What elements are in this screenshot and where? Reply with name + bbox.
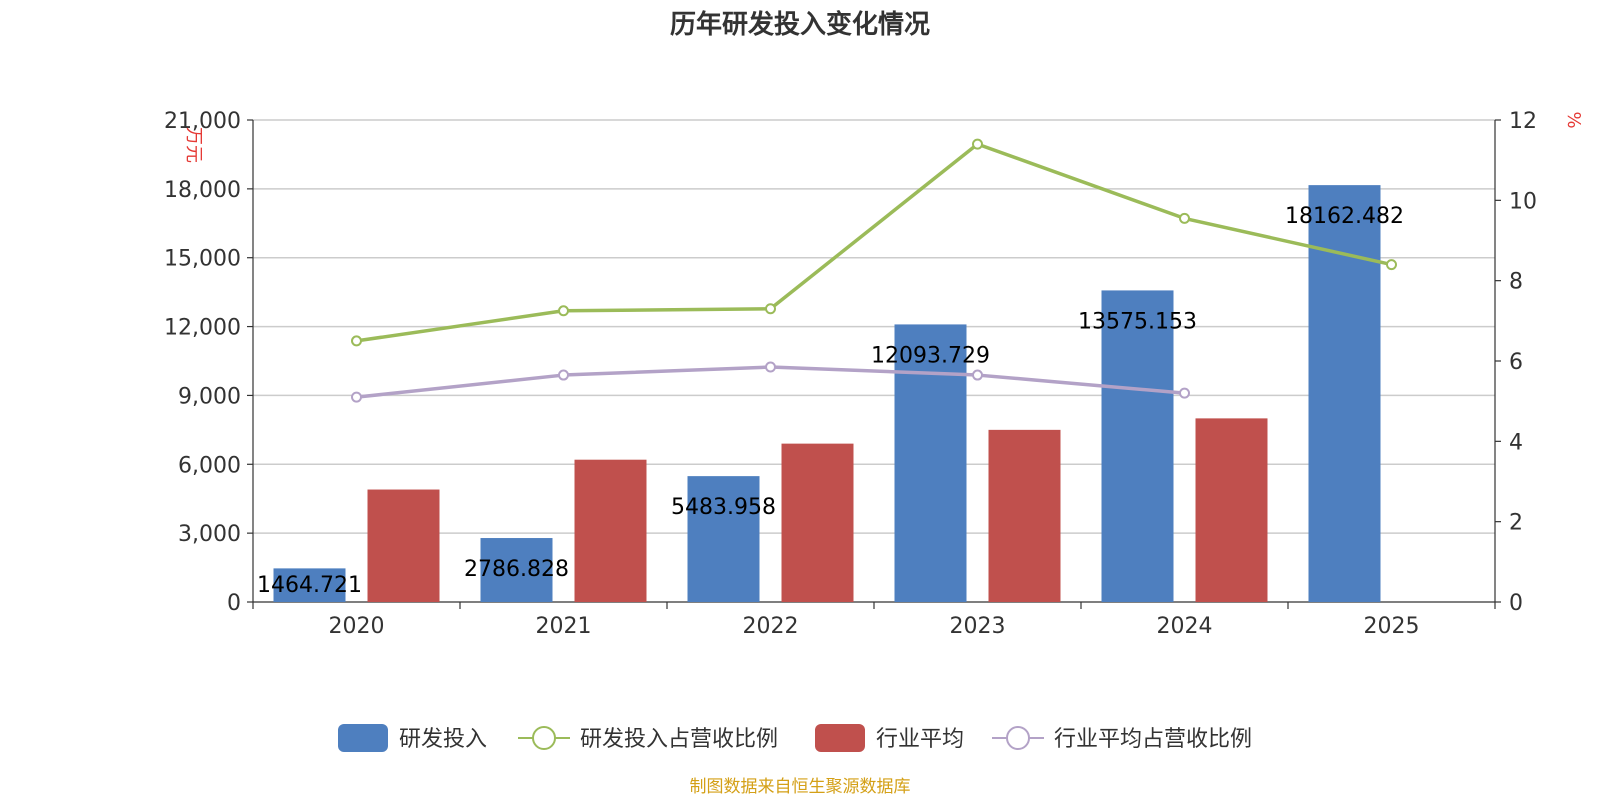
legend-swatch bbox=[815, 724, 865, 752]
x-tick-label: 2020 bbox=[329, 614, 385, 639]
right-tick-label: 2 bbox=[1509, 511, 1523, 536]
left-tick-label: 15,000 bbox=[164, 247, 241, 272]
series-point bbox=[1386, 259, 1397, 271]
series-point bbox=[351, 391, 362, 403]
left-tick-label: 0 bbox=[227, 591, 241, 616]
chart-title: 历年研发投入变化情况 bbox=[670, 9, 930, 40]
series-point bbox=[1179, 212, 1190, 224]
left-axis-unit: 万元 bbox=[183, 127, 204, 163]
bar-value-label: 18162.482 bbox=[1285, 204, 1404, 229]
bar-value-label: 13575.153 bbox=[1078, 309, 1197, 334]
series-point bbox=[765, 361, 776, 373]
source-note: 制图数据来自恒生聚源数据库 bbox=[690, 777, 911, 797]
legend-label: 研发投入占营收比例 bbox=[580, 727, 778, 752]
left-tick-label: 3,000 bbox=[178, 522, 241, 547]
bar-value-label: 12093.729 bbox=[871, 343, 990, 368]
x-tick-label: 2023 bbox=[950, 614, 1006, 639]
series-line-rd-ratio bbox=[356, 142, 1392, 343]
bar-rd-investment bbox=[1101, 290, 1174, 602]
x-tick-label: 2021 bbox=[536, 614, 592, 639]
legend: 研发投入 研发投入占营收比例 行业平均 行业平均占营收比例 bbox=[338, 724, 1252, 752]
left-tick-label: 9,000 bbox=[178, 384, 241, 409]
left-tick-label: 6,000 bbox=[178, 453, 241, 478]
right-axis-unit: % bbox=[1563, 111, 1584, 128]
bar-value-label: 1464.721 bbox=[257, 573, 362, 598]
right-tick-label: 8 bbox=[1509, 270, 1523, 295]
legend-label: 行业平均占营收比例 bbox=[1054, 727, 1252, 752]
bar-industry-average bbox=[367, 489, 440, 602]
right-tick-label: 12 bbox=[1509, 109, 1537, 134]
data-labels: 1464.721 2786.828 5483.958 12093.729 13575.1… bbox=[257, 204, 1404, 598]
right-tick-label: 0 bbox=[1509, 591, 1523, 616]
legend-swatch bbox=[338, 724, 388, 752]
right-tick-label: 10 bbox=[1509, 189, 1537, 214]
series-point bbox=[972, 369, 983, 381]
right-tick-label: 4 bbox=[1509, 430, 1523, 455]
x-tick-label: 2024 bbox=[1157, 614, 1213, 639]
legend-item: 行业平均占营收比例 bbox=[992, 726, 1252, 752]
series-point bbox=[351, 335, 362, 347]
series-point bbox=[558, 369, 569, 381]
bar-value-label: 5483.958 bbox=[671, 495, 776, 520]
series-point bbox=[558, 305, 569, 317]
right-tick-label: 6 bbox=[1509, 350, 1523, 375]
series-point bbox=[765, 303, 776, 315]
bar-value-label: 2786.828 bbox=[464, 557, 569, 582]
legend-item: 行业平均 bbox=[815, 724, 964, 752]
left-tick-label: 18,000 bbox=[164, 178, 241, 203]
x-tick-label: 2022 bbox=[743, 614, 799, 639]
x-tick-label: 2025 bbox=[1364, 614, 1420, 639]
series-point bbox=[1179, 387, 1190, 399]
legend-marker bbox=[532, 726, 556, 750]
left-tick-label: 21,000 bbox=[164, 109, 241, 134]
left-tick-label: 12,000 bbox=[164, 316, 241, 341]
bar-rd-investment bbox=[687, 476, 760, 602]
series-point bbox=[972, 138, 983, 150]
legend-label: 研发投入 bbox=[399, 727, 487, 752]
bar-industry-average bbox=[988, 429, 1061, 602]
legend-item: 研发投入占营收比例 bbox=[518, 726, 778, 752]
bar-rd-investment bbox=[273, 568, 346, 602]
bars bbox=[273, 185, 1381, 602]
bar-industry-average bbox=[574, 459, 647, 602]
lines bbox=[351, 138, 1397, 403]
legend-label: 行业平均 bbox=[876, 727, 964, 752]
bar-industry-average bbox=[1195, 418, 1268, 602]
legend-marker bbox=[1006, 726, 1030, 750]
axes: 0 3,000 6,000 9,000 12,000 15,000 18,000 21,000… bbox=[164, 109, 1537, 639]
legend-item: 研发投入 bbox=[338, 724, 487, 752]
bar-industry-average bbox=[781, 443, 854, 602]
bar-rd-investment bbox=[480, 538, 553, 602]
